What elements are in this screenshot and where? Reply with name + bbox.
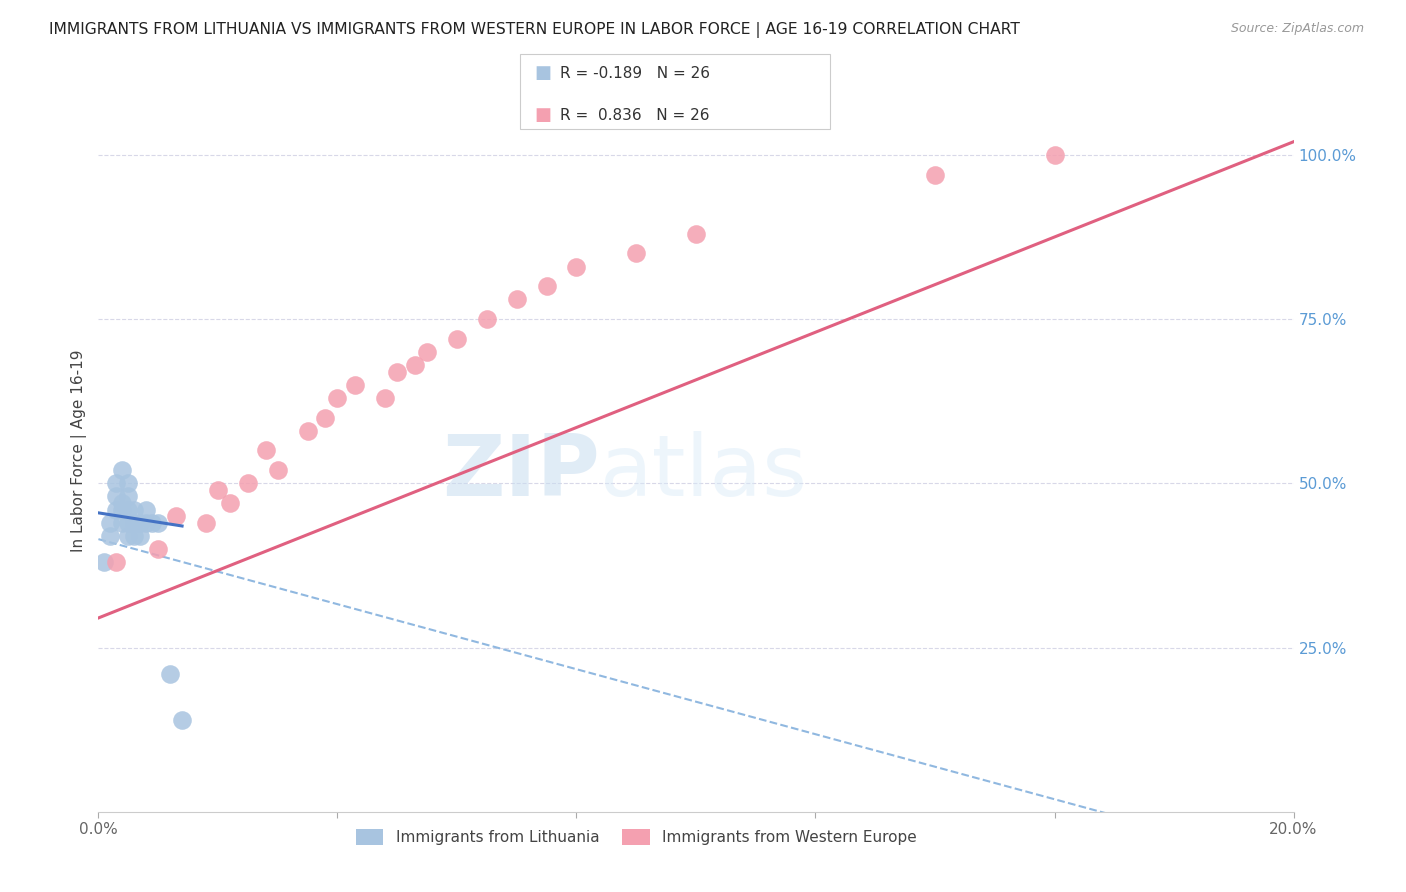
Point bbox=[254, 443, 277, 458]
Point bbox=[105, 555, 128, 569]
Text: IMMIGRANTS FROM LITHUANIA VS IMMIGRANTS FROM WESTERN EUROPE IN LABOR FORCE | AGE: IMMIGRANTS FROM LITHUANIA VS IMMIGRANTS … bbox=[49, 22, 1021, 38]
Point bbox=[172, 713, 194, 727]
Point bbox=[565, 260, 588, 274]
Text: ■: ■ bbox=[534, 64, 551, 82]
Point bbox=[374, 391, 396, 405]
Point bbox=[135, 502, 157, 516]
Point bbox=[93, 555, 115, 569]
Point bbox=[416, 345, 439, 359]
Text: atlas: atlas bbox=[600, 431, 808, 514]
Point bbox=[105, 502, 128, 516]
Point bbox=[344, 377, 367, 392]
Point bbox=[685, 227, 707, 241]
Point bbox=[236, 476, 259, 491]
Text: R = -0.189   N = 26: R = -0.189 N = 26 bbox=[560, 66, 710, 80]
Point bbox=[297, 424, 319, 438]
Point bbox=[117, 516, 139, 530]
Point bbox=[124, 529, 146, 543]
Point bbox=[159, 666, 181, 681]
Point bbox=[195, 516, 218, 530]
Point bbox=[117, 502, 139, 516]
Point bbox=[111, 496, 134, 510]
Point bbox=[506, 293, 529, 307]
Text: Source: ZipAtlas.com: Source: ZipAtlas.com bbox=[1230, 22, 1364, 36]
Point bbox=[219, 496, 242, 510]
Point bbox=[135, 516, 157, 530]
Point bbox=[98, 529, 122, 543]
Point bbox=[141, 516, 163, 530]
Point bbox=[385, 365, 409, 379]
Point bbox=[165, 509, 187, 524]
Point bbox=[105, 476, 128, 491]
Point bbox=[111, 516, 134, 530]
Point bbox=[98, 516, 122, 530]
Y-axis label: In Labor Force | Age 16-19: In Labor Force | Age 16-19 bbox=[72, 349, 87, 552]
Point bbox=[1043, 148, 1066, 162]
Point bbox=[148, 541, 170, 556]
Point bbox=[326, 391, 349, 405]
Point bbox=[124, 516, 146, 530]
Point bbox=[148, 516, 170, 530]
Point bbox=[111, 502, 134, 516]
Point bbox=[129, 529, 152, 543]
Text: ■: ■ bbox=[534, 106, 551, 124]
Point bbox=[117, 529, 139, 543]
Point bbox=[404, 358, 426, 372]
Point bbox=[124, 502, 146, 516]
Point bbox=[111, 463, 134, 477]
Point bbox=[105, 490, 128, 504]
Point bbox=[626, 246, 648, 260]
Text: R =  0.836   N = 26: R = 0.836 N = 26 bbox=[560, 108, 709, 122]
Text: ZIP: ZIP bbox=[443, 431, 600, 514]
Point bbox=[207, 483, 229, 497]
Point bbox=[267, 463, 290, 477]
Point bbox=[117, 490, 139, 504]
Legend: Immigrants from Lithuania, Immigrants from Western Europe: Immigrants from Lithuania, Immigrants fr… bbox=[350, 822, 922, 851]
Point bbox=[129, 516, 152, 530]
Point bbox=[117, 476, 139, 491]
Point bbox=[315, 410, 337, 425]
Point bbox=[475, 312, 498, 326]
Point bbox=[924, 168, 946, 182]
Point bbox=[536, 279, 558, 293]
Point bbox=[446, 332, 468, 346]
